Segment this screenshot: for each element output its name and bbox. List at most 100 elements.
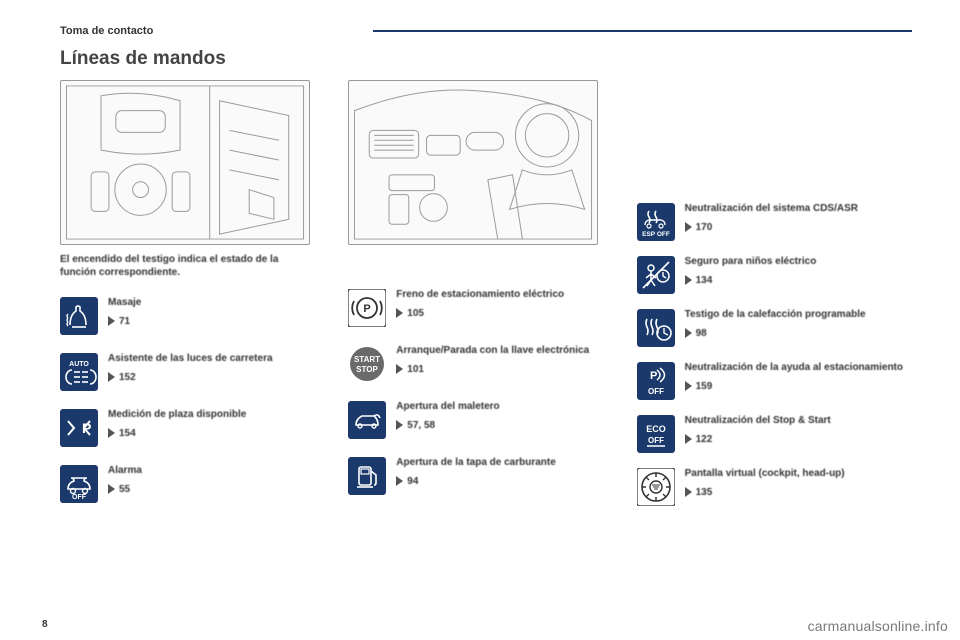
page-ref: 152 xyxy=(108,372,273,383)
page-ref-number: 98 xyxy=(696,328,707,339)
item-body: Freno de estacionamiento eléctrico 105 xyxy=(396,289,564,319)
page-ref: 55 xyxy=(108,484,142,495)
item-body: Neutralización del Stop & Start 122 xyxy=(685,415,831,445)
item-body: Apertura de la tapa de carburante 94 xyxy=(396,457,556,487)
page-ref: 135 xyxy=(685,487,845,498)
list-item: AUTO Asistente de las luces de carretera… xyxy=(60,353,322,391)
svg-text:STOP: STOP xyxy=(356,365,378,374)
fuel-flap-icon xyxy=(348,457,386,495)
item-body: Seguro para niños eléctrico 134 xyxy=(685,256,817,286)
page-ref: 71 xyxy=(108,316,141,327)
heater-timer-icon xyxy=(637,309,675,347)
svg-text:P: P xyxy=(364,303,371,315)
page-ref: 159 xyxy=(685,381,903,392)
triangle-icon xyxy=(108,372,115,382)
triangle-icon xyxy=(396,364,403,374)
page-ref-number: 55 xyxy=(119,484,130,495)
svg-text:OFF: OFF xyxy=(72,494,87,501)
column-3: ESP OFFNeutralización del sistema CDS/AS… xyxy=(637,80,912,506)
page-ref: 122 xyxy=(685,434,831,445)
svg-text:P: P xyxy=(650,370,657,382)
figure-dashboard xyxy=(348,80,598,245)
list-item: Pantalla virtual (cockpit, head-up) 135 xyxy=(637,468,912,506)
item-label: Pantalla virtual (cockpit, head-up) xyxy=(685,468,845,481)
col3-items: ESP OFFNeutralización del sistema CDS/AS… xyxy=(637,203,912,506)
column-2: P Freno de estacionamiento eléctrico105 … xyxy=(348,80,610,506)
item-body: Arranque/Parada con la llave electrónica… xyxy=(396,345,589,375)
watermark: carmanualsonline.info xyxy=(808,618,948,634)
epb-icon: P xyxy=(348,289,386,327)
page-ref-number: 152 xyxy=(119,372,136,383)
triangle-icon xyxy=(396,476,403,486)
triangle-icon xyxy=(685,434,692,444)
page-ref: 57, 58 xyxy=(396,420,499,431)
triangle-icon xyxy=(108,484,115,494)
page-ref-number: 57, 58 xyxy=(407,420,435,431)
page-ref: 94 xyxy=(396,476,556,487)
page-ref: 101 xyxy=(396,364,589,375)
list-item: P Medición de plaza disponible 154 xyxy=(60,409,322,447)
item-label: Masaje xyxy=(108,297,141,310)
triangle-icon xyxy=(108,316,115,326)
list-item: OFF Alarma 55 xyxy=(60,465,322,503)
item-label: Medición de plaza disponible xyxy=(108,409,246,422)
svg-text:AUTO: AUTO xyxy=(69,361,89,368)
item-body: Alarma 55 xyxy=(108,465,142,495)
list-item: Apertura de la tapa de carburante 94 xyxy=(348,457,610,495)
child-lock-icon xyxy=(637,256,675,294)
list-item: P Freno de estacionamiento eléctrico 105 xyxy=(348,289,610,327)
page-ref: 134 xyxy=(685,275,817,286)
start-stop-btn-icon: START STOP xyxy=(348,345,386,383)
page-ref: 154 xyxy=(108,428,246,439)
auto-beam-icon: AUTO xyxy=(60,353,98,391)
park-measure-icon: P xyxy=(60,409,98,447)
item-label: Seguro para niños eléctrico xyxy=(685,256,817,269)
list-item: ESP OFFNeutralización del sistema CDS/AS… xyxy=(637,203,912,241)
svg-text:OFF: OFF xyxy=(648,436,664,445)
lead-text: El encendido del testigo indica el estad… xyxy=(60,253,310,279)
item-body: Pantalla virtual (cockpit, head-up) 135 xyxy=(685,468,845,498)
column-1: El encendido del testigo indica el estad… xyxy=(60,80,322,506)
list-item: Seguro para niños eléctrico 134 xyxy=(637,256,912,294)
page-ref-number: 105 xyxy=(407,308,424,319)
page-header: Toma de contacto xyxy=(60,24,912,38)
triangle-icon xyxy=(685,328,692,338)
item-label: Neutralización del Stop & Start xyxy=(685,415,831,428)
triangle-icon xyxy=(685,381,692,391)
item-body: Asistente de las luces de carretera 152 xyxy=(108,353,273,383)
page-ref: 105 xyxy=(396,308,564,319)
triangle-icon xyxy=(685,275,692,285)
svg-text:START: START xyxy=(354,355,380,364)
list-item: START STOP Arranque/Parada con la llave e… xyxy=(348,345,610,383)
list-item: Masaje 71 xyxy=(60,297,322,335)
massage-icon xyxy=(60,297,98,335)
col2-items: P Freno de estacionamiento eléctrico105 … xyxy=(348,289,610,495)
item-label: Testigo de la calefacción programable xyxy=(685,309,866,322)
page-ref-number: 71 xyxy=(119,316,130,327)
svg-text:ECO: ECO xyxy=(646,424,666,434)
item-body: Apertura del maletero 57, 58 xyxy=(396,401,499,431)
park-assist-off-icon: P OFF xyxy=(637,362,675,400)
item-label: Apertura de la tapa de carburante xyxy=(396,457,556,470)
item-label: Apertura del maletero xyxy=(396,401,499,414)
item-label: Neutralización de la ayuda al estacionam… xyxy=(685,362,903,375)
item-label: Alarma xyxy=(108,465,142,478)
alarm-off-icon: OFF xyxy=(60,465,98,503)
figure-center-console xyxy=(60,80,310,245)
list-item: Testigo de la calefacción programable 98 xyxy=(637,309,912,347)
header-section: Toma de contacto xyxy=(60,25,153,37)
triangle-icon xyxy=(108,428,115,438)
triangle-icon xyxy=(396,420,403,430)
list-item: Apertura del maletero 57, 58 xyxy=(348,401,610,439)
page-ref-number: 135 xyxy=(696,487,713,498)
hud-dial-icon xyxy=(637,468,675,506)
item-body: Masaje 71 xyxy=(108,297,141,327)
item-body: Testigo de la calefacción programable 98 xyxy=(685,309,866,339)
item-label: Asistente de las luces de carretera xyxy=(108,353,273,366)
triangle-icon xyxy=(685,222,692,232)
page-ref-number: 154 xyxy=(119,428,136,439)
col1-items: Masaje 71 AUTO Asistente de las luces de c… xyxy=(60,297,322,503)
item-label: Freno de estacionamiento eléctrico xyxy=(396,289,564,302)
triangle-icon xyxy=(396,308,403,318)
svg-text:OFF: OFF xyxy=(648,387,664,396)
